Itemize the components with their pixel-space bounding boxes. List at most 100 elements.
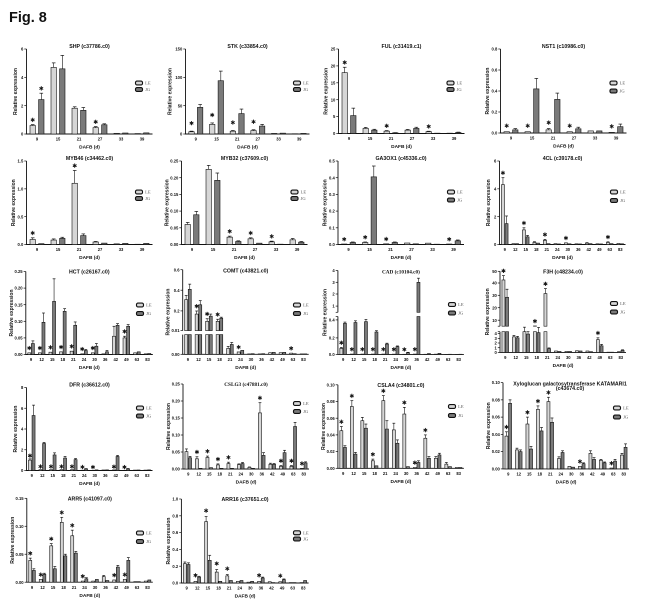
svg-text:1.5: 1.5 bbox=[18, 159, 24, 164]
svg-text:21: 21 bbox=[383, 357, 388, 362]
svg-text:3: 3 bbox=[332, 280, 335, 285]
svg-text:1: 1 bbox=[494, 345, 497, 350]
svg-text:18: 18 bbox=[61, 473, 66, 478]
svg-text:9: 9 bbox=[30, 357, 33, 362]
svg-text:Relative expression: Relative expression bbox=[11, 179, 17, 226]
svg-text:39: 39 bbox=[295, 247, 300, 252]
svg-text:39: 39 bbox=[140, 137, 145, 142]
svg-text:DAFB (d): DAFB (d) bbox=[391, 255, 412, 261]
svg-text:0.00: 0.00 bbox=[16, 580, 25, 585]
svg-text:27: 27 bbox=[98, 247, 103, 252]
svg-text:15: 15 bbox=[362, 357, 367, 362]
svg-text:JG: JG bbox=[301, 196, 307, 201]
svg-text:24: 24 bbox=[238, 472, 243, 477]
svg-text:FUL (c31419.c1): FUL (c31419.c1) bbox=[382, 44, 422, 50]
svg-text:30: 30 bbox=[569, 472, 574, 477]
svg-text:0.0: 0.0 bbox=[329, 242, 335, 247]
svg-text:2: 2 bbox=[494, 214, 497, 219]
svg-text:49: 49 bbox=[124, 585, 129, 590]
svg-text:0.1: 0.1 bbox=[329, 225, 335, 230]
svg-text:39: 39 bbox=[451, 247, 456, 252]
svg-text:18: 18 bbox=[61, 585, 66, 590]
svg-text:8: 8 bbox=[21, 385, 24, 390]
svg-text:21: 21 bbox=[388, 247, 393, 252]
svg-text:COMT (c43821.c0): COMT (c43821.c0) bbox=[223, 269, 268, 275]
svg-text:NST1 (c10986.c0): NST1 (c10986.c0) bbox=[542, 44, 585, 50]
svg-text:JG: JG bbox=[458, 413, 464, 418]
svg-text:42: 42 bbox=[587, 355, 592, 360]
svg-text:42: 42 bbox=[425, 357, 430, 362]
svg-text:18: 18 bbox=[372, 471, 377, 476]
svg-text:JG: JG bbox=[145, 87, 151, 92]
svg-text:30: 30 bbox=[565, 247, 570, 252]
svg-text:30: 30 bbox=[92, 473, 97, 478]
svg-text:STK (c33854.c0): STK (c33854.c0) bbox=[227, 44, 268, 50]
svg-text:9: 9 bbox=[347, 247, 350, 252]
svg-text:12: 12 bbox=[513, 247, 518, 252]
svg-text:36: 36 bbox=[103, 357, 108, 362]
svg-text:HCT (c26167.c0): HCT (c26167.c0) bbox=[69, 270, 110, 276]
svg-text:36: 36 bbox=[259, 357, 264, 362]
svg-text:4: 4 bbox=[21, 427, 24, 432]
svg-text:21: 21 bbox=[544, 247, 549, 252]
svg-text:33: 33 bbox=[119, 137, 124, 142]
svg-text:Relative expression: Relative expression bbox=[486, 402, 492, 449]
svg-text:LE: LE bbox=[145, 190, 151, 195]
svg-text:DAFB (d): DAFB (d) bbox=[234, 255, 255, 261]
svg-text:LE: LE bbox=[620, 301, 626, 306]
svg-text:18: 18 bbox=[216, 586, 221, 591]
svg-text:0.5: 0.5 bbox=[18, 214, 24, 219]
svg-text:0.25: 0.25 bbox=[170, 159, 179, 164]
svg-text:9: 9 bbox=[191, 247, 194, 252]
svg-text:DFR (c36612.c0): DFR (c36612.c0) bbox=[69, 383, 110, 389]
svg-text:15: 15 bbox=[211, 247, 216, 252]
svg-text:0.02: 0.02 bbox=[327, 449, 336, 454]
svg-text:42: 42 bbox=[113, 473, 118, 478]
svg-text:36: 36 bbox=[103, 585, 108, 590]
svg-text:0.2: 0.2 bbox=[492, 110, 498, 115]
svg-text:DAFB (d): DAFB (d) bbox=[79, 145, 100, 151]
svg-text:F3H (c48234.c0): F3H (c48234.c0) bbox=[543, 270, 583, 276]
svg-text:33: 33 bbox=[276, 137, 281, 142]
svg-text:0.0: 0.0 bbox=[329, 352, 335, 357]
svg-text:21: 21 bbox=[228, 357, 233, 362]
svg-text:6: 6 bbox=[494, 159, 497, 164]
svg-text:36: 36 bbox=[414, 471, 419, 476]
svg-text:15: 15 bbox=[50, 473, 55, 478]
svg-text:50: 50 bbox=[492, 269, 497, 274]
svg-text:27: 27 bbox=[410, 136, 415, 141]
svg-text:33: 33 bbox=[593, 136, 598, 141]
svg-text:0.2: 0.2 bbox=[174, 309, 180, 314]
svg-text:10: 10 bbox=[331, 97, 336, 102]
svg-text:2: 2 bbox=[494, 341, 497, 346]
svg-text:0.25: 0.25 bbox=[15, 269, 24, 274]
svg-text:21: 21 bbox=[545, 355, 550, 360]
svg-text:0.3: 0.3 bbox=[329, 192, 335, 197]
svg-text:9: 9 bbox=[31, 585, 34, 590]
svg-text:83: 83 bbox=[301, 472, 306, 477]
svg-text:0.04: 0.04 bbox=[327, 433, 336, 438]
svg-text:36: 36 bbox=[576, 247, 581, 252]
svg-text:63: 63 bbox=[290, 586, 295, 591]
svg-text:JG: JG bbox=[457, 87, 463, 92]
svg-text:30: 30 bbox=[93, 585, 98, 590]
svg-text:DAFB (d): DAFB (d) bbox=[236, 480, 257, 486]
svg-text:0.10: 0.10 bbox=[15, 319, 24, 324]
svg-text:15: 15 bbox=[527, 472, 532, 477]
svg-text:21: 21 bbox=[551, 136, 556, 141]
svg-text:42: 42 bbox=[590, 472, 595, 477]
svg-text:9: 9 bbox=[342, 357, 345, 362]
svg-text:DAFB (d): DAFB (d) bbox=[235, 594, 256, 600]
svg-text:21: 21 bbox=[77, 137, 82, 142]
svg-text:49: 49 bbox=[600, 472, 605, 477]
svg-text:DAFB (d): DAFB (d) bbox=[552, 255, 573, 261]
svg-text:21: 21 bbox=[383, 471, 388, 476]
svg-text:15: 15 bbox=[56, 247, 61, 252]
svg-text:24: 24 bbox=[82, 585, 87, 590]
svg-text:30: 30 bbox=[249, 472, 254, 477]
svg-text:9: 9 bbox=[510, 136, 513, 141]
svg-text:LE: LE bbox=[303, 81, 309, 86]
svg-text:83: 83 bbox=[145, 585, 150, 590]
svg-text:LE: LE bbox=[146, 406, 152, 411]
svg-text:21: 21 bbox=[548, 472, 553, 477]
